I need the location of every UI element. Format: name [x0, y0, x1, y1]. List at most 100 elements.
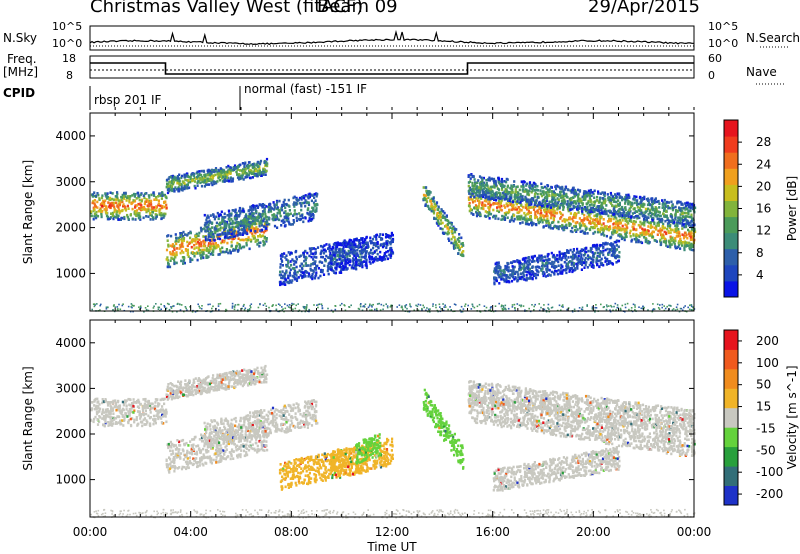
echo-cell: [224, 175, 227, 179]
echo-cell: [295, 216, 298, 220]
echo-cell: [222, 220, 225, 223]
echo-cell: [166, 182, 169, 186]
echo-cell: [242, 219, 245, 222]
echo-cell: [571, 201, 574, 204]
echo-cell: [198, 242, 201, 245]
echo-cell: [440, 208, 443, 211]
echo-cell: [684, 217, 687, 221]
echo-cell: [676, 200, 679, 204]
echo-cell: [369, 241, 373, 245]
echo-cell: [546, 217, 549, 221]
echo-cell: [145, 210, 148, 214]
echo-cell: [238, 174, 241, 178]
echo-cell: [593, 218, 596, 222]
echo-cell: [120, 195, 123, 199]
echo-cell: [479, 213, 482, 216]
echo-cell: [171, 243, 174, 246]
echo-cell: [673, 230, 676, 234]
echo-cell: [662, 240, 665, 243]
echo-cell: [506, 216, 509, 219]
echo-cell: [565, 218, 568, 222]
echo-cell: [145, 200, 148, 203]
echo-cell: [121, 200, 124, 203]
echo-cell: [447, 219, 450, 223]
echo-cell: [530, 206, 533, 209]
echo-cell: [650, 224, 653, 227]
echo-cell: [234, 208, 237, 212]
echo-cell: [193, 239, 196, 243]
echo-cell: [165, 258, 168, 261]
echo-cell: [280, 259, 283, 263]
echo-cell: [249, 212, 252, 215]
echo-cell: [237, 248, 240, 252]
echo-cell: [302, 251, 305, 255]
echo-cell: [243, 229, 246, 232]
echo-cell: [652, 230, 655, 234]
echo-cell: [167, 245, 170, 248]
echo-cell: [561, 224, 564, 227]
echo-cell: [306, 201, 309, 204]
echo-cell: [311, 273, 314, 276]
echo-cell: [547, 210, 550, 214]
echo-cell: [514, 206, 517, 210]
echo-cell: [598, 200, 601, 204]
echo-cell: [263, 208, 266, 212]
echo-cell: [669, 245, 672, 249]
echo-cell: [240, 222, 243, 226]
echo-cell: [480, 194, 483, 197]
echo-cell: [133, 195, 136, 198]
echo-cell: [357, 246, 360, 250]
echo-cell: [607, 214, 610, 218]
echo-cell: [541, 186, 544, 190]
echo-cell: [469, 180, 472, 183]
echo-cell: [338, 248, 341, 251]
echo-cell: [253, 165, 256, 168]
echo-cell: [183, 185, 186, 188]
echo-cell: [145, 208, 148, 211]
echo-cell: [389, 234, 393, 238]
echo-cell: [427, 196, 430, 199]
echo-cell: [207, 244, 210, 248]
echo-cell: [581, 229, 584, 233]
echo-cell: [272, 208, 276, 211]
echo-cell: [111, 197, 114, 201]
echo-cell: [525, 197, 528, 200]
echo-cell: [205, 247, 208, 250]
echo-cell: [218, 237, 222, 241]
echo-cell: [375, 244, 378, 247]
echo-cell: [207, 227, 210, 231]
echo-cell: [140, 199, 143, 203]
echo-cell: [656, 224, 659, 227]
echo-cell: [684, 204, 687, 208]
echo-cell: [646, 203, 650, 207]
echo-cell: [542, 190, 545, 193]
echo-cell: [502, 217, 505, 221]
echo-cell: [228, 231, 231, 235]
echo-cell: [682, 223, 685, 226]
echo-cell: [621, 208, 624, 211]
echo-cell: [222, 218, 225, 222]
echo-cell: [176, 181, 179, 185]
echo-cell: [283, 198, 286, 202]
echo-cell: [552, 216, 555, 220]
echo-cell: [285, 212, 288, 216]
echo-cell: [582, 193, 586, 196]
echo-cell: [648, 211, 652, 215]
freq-trace: [90, 62, 694, 75]
echo-cell: [477, 205, 480, 208]
echo-cell: [228, 225, 231, 229]
echo-cell: [524, 214, 527, 217]
echo-cell: [181, 234, 185, 238]
echo-cell: [182, 236, 186, 240]
echo-cell: [487, 195, 490, 199]
echo-cell: [493, 214, 496, 218]
echo-cell: [380, 243, 383, 246]
echo-cell: [604, 199, 607, 203]
echo-cell: [446, 232, 449, 236]
echo-cell: [378, 235, 381, 238]
echo-cell: [147, 194, 150, 197]
echo-cell: [571, 217, 574, 221]
echo-cell: [195, 175, 199, 179]
echo-cell: [620, 213, 623, 217]
echo-cell: [627, 193, 630, 197]
